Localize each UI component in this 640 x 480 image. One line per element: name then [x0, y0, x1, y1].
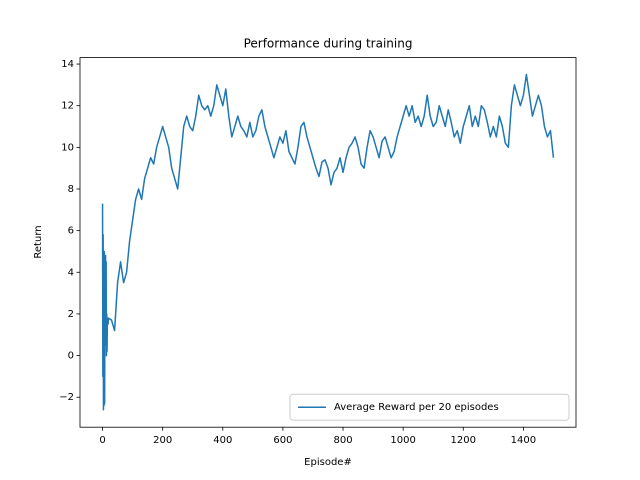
x-tick-label: 0 [99, 435, 105, 446]
data-line [101, 73, 555, 411]
y-axis-label: Return [33, 225, 44, 258]
x-axis-label: Episode# [304, 457, 352, 468]
x-tick-label: 800 [333, 435, 352, 446]
y-tick-label: 2 [68, 309, 74, 320]
y-tick-label: −2 [59, 392, 74, 403]
legend-box [289, 393, 570, 421]
x-tick-label: 200 [153, 435, 172, 446]
chart-title: Performance during training [244, 37, 413, 51]
y-tick-label: 14 [61, 59, 74, 70]
x-tick-label: 400 [213, 435, 232, 446]
x-tick-label: 1400 [511, 435, 536, 446]
x-tick-label: 1000 [390, 435, 415, 446]
x-tick-label: 600 [273, 435, 292, 446]
y-tick-label: 4 [68, 267, 74, 278]
y-tick-label: 6 [68, 226, 74, 237]
legend-label: Average Reward per 20 episodes [334, 402, 499, 413]
y-tick-label: 10 [61, 142, 74, 153]
y-tick-label: 12 [61, 101, 74, 112]
y-tick-label: 0 [68, 351, 74, 362]
y-tick-label: 8 [68, 184, 74, 195]
plot-frame [79, 57, 577, 428]
x-tick-label: 1200 [451, 435, 476, 446]
